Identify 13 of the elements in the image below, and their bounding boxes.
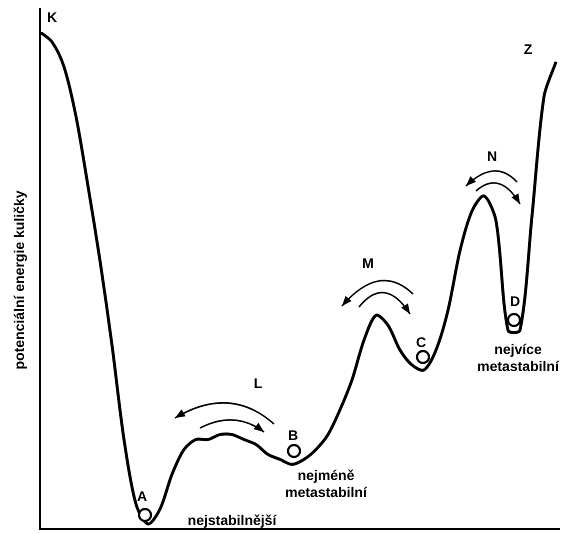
annotation: nejvíce metastabilní	[477, 340, 560, 374]
annotation: Z	[524, 40, 533, 57]
annotation: N	[486, 148, 498, 164]
y-axis-title: potenciální energie kuličky	[10, 190, 27, 370]
annotation: nejstabilnější	[188, 512, 278, 528]
annotation: L	[254, 374, 263, 391]
annotation: C	[416, 334, 426, 350]
annotation: B	[288, 426, 298, 443]
annotation: M	[362, 254, 374, 271]
annotation: A	[136, 488, 148, 504]
annotation: nejméně metastabilní	[285, 466, 368, 500]
annotation: D	[510, 292, 520, 309]
text: K	[46, 8, 58, 25]
